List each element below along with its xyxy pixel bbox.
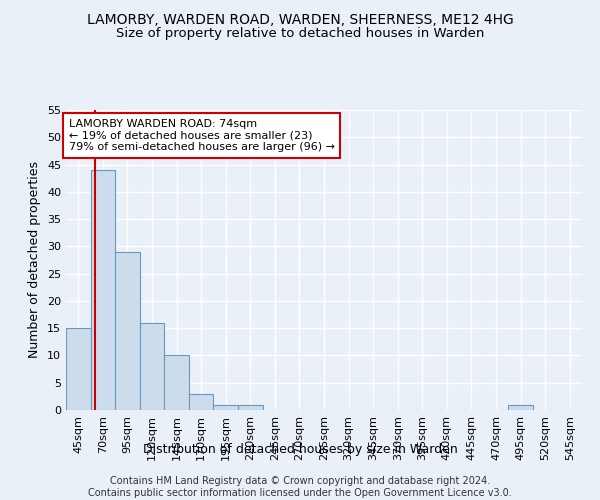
Text: LAMORBY, WARDEN ROAD, WARDEN, SHEERNESS, ME12 4HG: LAMORBY, WARDEN ROAD, WARDEN, SHEERNESS,…: [86, 12, 514, 26]
Bar: [238, 404, 263, 410]
Bar: [189, 394, 214, 410]
Text: Distribution of detached houses by size in Warden: Distribution of detached houses by size …: [143, 442, 457, 456]
Bar: [66, 328, 91, 410]
Bar: [115, 252, 140, 410]
Text: LAMORBY WARDEN ROAD: 74sqm
← 19% of detached houses are smaller (23)
79% of semi: LAMORBY WARDEN ROAD: 74sqm ← 19% of deta…: [68, 119, 335, 152]
Bar: [508, 404, 533, 410]
Bar: [214, 404, 238, 410]
Bar: [140, 322, 164, 410]
Bar: [164, 356, 189, 410]
Text: Contains HM Land Registry data © Crown copyright and database right 2024.
Contai: Contains HM Land Registry data © Crown c…: [88, 476, 512, 498]
Y-axis label: Number of detached properties: Number of detached properties: [28, 162, 41, 358]
Bar: [91, 170, 115, 410]
Text: Size of property relative to detached houses in Warden: Size of property relative to detached ho…: [116, 28, 484, 40]
